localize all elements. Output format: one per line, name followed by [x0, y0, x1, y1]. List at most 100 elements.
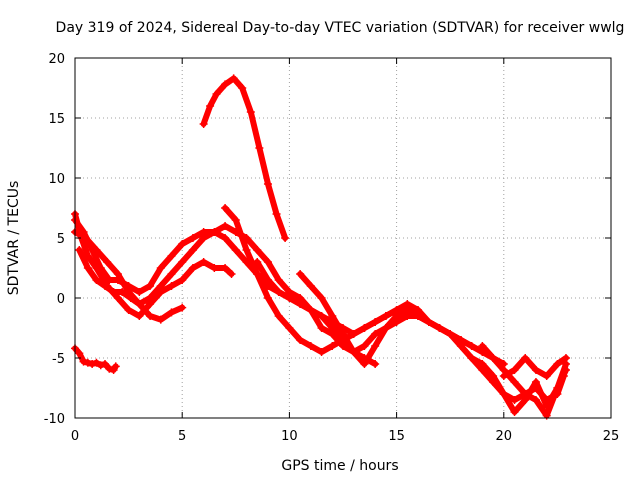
data-point	[253, 258, 262, 266]
chart-title: Day 319 of 2024, Sidereal Day-to-day VTE…	[56, 20, 625, 36]
data-point	[101, 282, 110, 290]
data-point	[79, 228, 88, 236]
data-point	[392, 306, 401, 314]
data-point	[381, 312, 390, 320]
y-tick-label: 5	[57, 232, 65, 247]
data-point	[167, 270, 176, 278]
data-point	[478, 342, 487, 350]
data-point	[456, 342, 465, 350]
data-point	[255, 144, 264, 152]
data-point	[206, 102, 215, 110]
data-point	[118, 288, 127, 296]
data-point	[360, 342, 369, 350]
data-point	[178, 276, 187, 284]
y-tick-label: -5	[52, 352, 65, 367]
data-point	[227, 270, 236, 278]
x-tick-label: 5	[178, 429, 186, 444]
data-point	[328, 324, 337, 332]
data-point	[317, 312, 326, 320]
data-point	[156, 282, 165, 290]
data-point	[113, 276, 122, 284]
data-point	[178, 303, 187, 312]
data-point	[328, 312, 337, 320]
data-point	[83, 264, 92, 272]
data-point	[111, 362, 120, 371]
data-point	[221, 80, 230, 89]
data-point	[467, 342, 476, 350]
data-point	[199, 234, 208, 242]
data-point	[221, 204, 230, 212]
data-point	[146, 282, 155, 290]
data-point	[92, 358, 101, 367]
data-point	[253, 270, 262, 278]
data-point	[109, 288, 118, 296]
data-point	[510, 408, 519, 416]
data-point	[306, 306, 315, 314]
data-point	[403, 306, 412, 314]
grid	[75, 58, 611, 418]
data-point	[285, 294, 294, 302]
data-point	[96, 361, 105, 370]
data-point	[349, 330, 358, 338]
data-point	[113, 294, 122, 302]
data-point	[75, 246, 84, 254]
data-point	[221, 264, 230, 272]
data-point	[135, 288, 144, 296]
x-tick-label: 10	[281, 429, 298, 444]
data-point	[339, 336, 347, 344]
y-tick-label: -10	[44, 412, 65, 427]
data-point	[499, 372, 508, 380]
data-point	[510, 378, 519, 386]
x-tick-label: 0	[71, 429, 79, 444]
data-point	[521, 390, 530, 398]
data-point	[135, 300, 144, 308]
data-point	[274, 312, 283, 320]
data-point	[229, 74, 238, 83]
data-point	[263, 180, 272, 188]
y-tick-label: 10	[48, 172, 65, 187]
data-point	[188, 246, 197, 254]
data-point	[263, 258, 272, 266]
data-point	[306, 282, 315, 290]
data-point	[371, 330, 380, 338]
data-point	[167, 282, 176, 290]
data-point	[156, 315, 165, 324]
data-point	[188, 264, 197, 272]
data-point	[349, 348, 358, 356]
data-point	[146, 294, 155, 302]
data-point	[435, 324, 444, 332]
data-point	[489, 372, 498, 380]
data-point	[231, 216, 240, 224]
data-point	[531, 366, 540, 374]
y-tick-label: 0	[57, 292, 65, 307]
data-point	[531, 378, 540, 386]
data-point	[317, 324, 326, 332]
data-point	[274, 288, 283, 296]
data-point	[467, 354, 476, 362]
data-point	[371, 318, 380, 326]
data-point	[253, 246, 262, 254]
data-point	[542, 372, 551, 380]
data-point	[499, 390, 508, 398]
data-point	[296, 336, 305, 344]
data-point	[531, 396, 540, 404]
data-point	[124, 282, 133, 290]
data-point	[199, 258, 208, 266]
data-point	[263, 276, 272, 284]
data-point	[317, 294, 326, 302]
data-point	[88, 246, 97, 254]
data-point	[360, 324, 369, 332]
data-point	[521, 354, 530, 362]
data-point	[328, 342, 337, 350]
data-point	[210, 228, 219, 236]
data-point	[221, 234, 230, 242]
data-point	[126, 294, 135, 302]
data-point	[553, 384, 562, 392]
data-point	[242, 246, 251, 254]
data-point	[414, 312, 423, 320]
data-point	[167, 308, 176, 317]
axis-ticks: 0 5 10 15 20 25 -10 -5 0 5 10 15 20	[44, 52, 620, 444]
data-point	[188, 234, 197, 242]
data-point	[96, 264, 105, 272]
